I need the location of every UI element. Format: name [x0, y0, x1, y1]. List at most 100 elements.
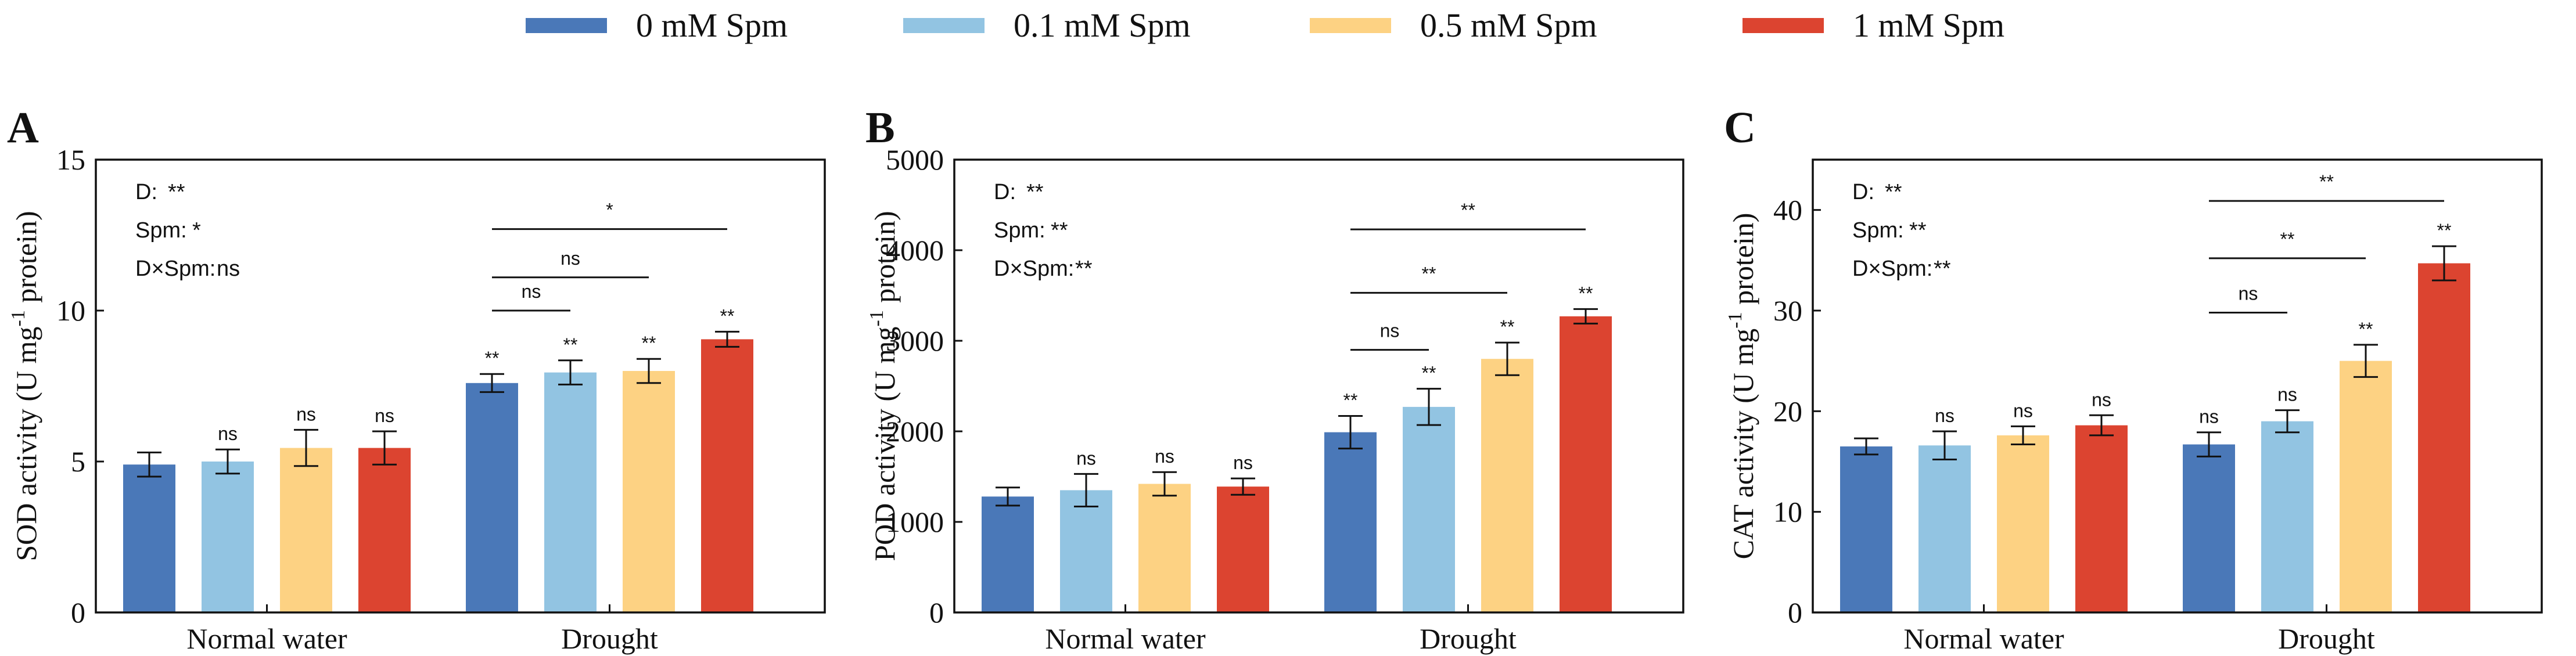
stat-label: Spm:: [1852, 218, 1904, 243]
x-tick-label: Drought: [561, 622, 658, 655]
y-tick-label: 10: [1773, 496, 1802, 528]
stat-label: Spm:: [135, 218, 187, 243]
stat-value: **: [1075, 257, 1093, 281]
pod-activity-chart: B 0 1000 2000 3000 4000 5000 POD activity (U mg…: [865, 103, 1684, 655]
y-axis-label: CAT activity (U mg-1 protein): [1724, 213, 1759, 560]
y-tick-label: 0: [71, 596, 85, 629]
significance-label: **: [720, 305, 735, 326]
bar: [623, 371, 675, 612]
significance-label: **: [642, 333, 656, 354]
comparison-label: *: [606, 200, 613, 221]
comparison-label: **: [1422, 263, 1436, 284]
stat-label: D:: [994, 180, 1016, 204]
stat-value: **: [1934, 257, 1951, 281]
y-tick-label: 1000: [886, 506, 944, 538]
stat-value: **: [1051, 218, 1068, 243]
bar: [701, 339, 753, 612]
y-tick-label: 3000: [886, 325, 944, 357]
bar: [1324, 432, 1377, 612]
comparison-label: ns: [522, 281, 541, 302]
stat-value: **: [168, 180, 185, 204]
y-tick-label: 4000: [886, 234, 944, 266]
stat-value: ns: [217, 257, 240, 281]
y-tick-label: 40: [1773, 194, 1802, 226]
y-tick-label: 30: [1773, 294, 1802, 327]
bar: [1138, 484, 1191, 612]
significance-label: **: [1500, 316, 1515, 337]
y-axis-label: SOD activity (U mg-1 protein): [8, 211, 42, 561]
significance-label: **: [1343, 390, 1358, 410]
y-tick-label: 20: [1773, 395, 1802, 427]
panel-label: C: [1724, 103, 1756, 152]
significance-label: ns: [1233, 452, 1253, 473]
y-tick-label: 15: [56, 143, 85, 176]
comparison-label: ns: [1380, 320, 1400, 341]
plot-frame: [953, 158, 1684, 614]
bar: [982, 496, 1034, 612]
stat-value: **: [1909, 218, 1927, 243]
y-tick-label: 2000: [886, 415, 944, 448]
plot-frame: [95, 158, 826, 614]
significance-label: **: [2359, 319, 2373, 340]
legend-label-0mm: 0 mM Spm: [636, 6, 788, 44]
significance-label: ns: [2092, 389, 2111, 410]
legend-swatch-0mm: [526, 17, 607, 33]
stat-label: D:: [1852, 180, 1874, 204]
y-tick-label: 0: [1788, 596, 1802, 629]
significance-label: **: [1579, 283, 1593, 304]
bar: [544, 372, 597, 612]
legend-item-1mm: 1 mM Spm: [1743, 6, 2004, 45]
y-tick-label: 5: [71, 445, 85, 478]
x-tick-label: Drought: [1420, 622, 1517, 655]
comparison-label: **: [2280, 229, 2295, 250]
stat-label: D×Spm:: [135, 257, 215, 281]
bar: [123, 464, 175, 612]
bar: [202, 462, 254, 612]
significance-label: ns: [1155, 446, 1174, 467]
comparison-label: **: [1461, 200, 1475, 221]
legend-item-0-1mm: 0.1 mM Spm: [903, 6, 1191, 45]
y-tick-label: 10: [56, 294, 85, 327]
stat-value: *: [192, 218, 201, 243]
stat-label: D×Spm:: [994, 257, 1074, 281]
significance-label: ns: [1076, 448, 1096, 468]
legend-item-0-5mm: 0.5 mM Spm: [1310, 6, 1597, 45]
chart-legend: 0 mM Spm 0.1 mM Spm 0.5 mM Spm 1 mM Spm: [0, 0, 2576, 46]
stat-label: D×Spm:: [1852, 257, 1932, 281]
bar: [466, 383, 518, 612]
significance-label: **: [563, 334, 578, 355]
bar: [1840, 446, 1892, 612]
x-tick-label: Normal water: [1045, 622, 1206, 655]
legend-item-0mm: 0 mM Spm: [526, 6, 788, 45]
panel-label: B: [865, 103, 895, 152]
legend-swatch-0-5mm: [1310, 17, 1391, 33]
y-tick-label: 5000: [886, 143, 944, 176]
y-axis-label: POD activity (U mg-1 protein): [866, 211, 901, 561]
legend-swatch-0-1mm: [903, 17, 985, 33]
significance-label: ns: [375, 405, 394, 426]
comparison-label: ns: [2239, 283, 2258, 304]
bar: [1217, 486, 1269, 612]
legend-label-1mm: 1 mM Spm: [1853, 6, 2005, 44]
legend-swatch-1mm: [1743, 17, 1824, 33]
plot-frame: [1812, 158, 2543, 614]
x-tick-label: Normal water: [1903, 622, 2064, 655]
panel-label: A: [7, 103, 39, 152]
significance-label: **: [2437, 220, 2452, 241]
x-tick-label: Drought: [2278, 622, 2375, 655]
significance-label: **: [485, 348, 500, 369]
bar: [1560, 316, 1612, 612]
bar: [1060, 490, 1112, 612]
significance-label: ns: [2277, 384, 2297, 405]
legend-label-0-5mm: 0.5 mM Spm: [1420, 6, 1597, 44]
comparison-label: ns: [561, 248, 580, 269]
bar: [2418, 263, 2470, 612]
stat-value: **: [1026, 180, 1044, 204]
bar: [2340, 361, 2392, 612]
significance-label: ns: [1935, 405, 1955, 426]
legend-label-0-1mm: 0.1 mM Spm: [1014, 6, 1191, 44]
bar: [358, 448, 411, 612]
bar: [1918, 445, 1971, 612]
significance-label: **: [1422, 363, 1436, 384]
